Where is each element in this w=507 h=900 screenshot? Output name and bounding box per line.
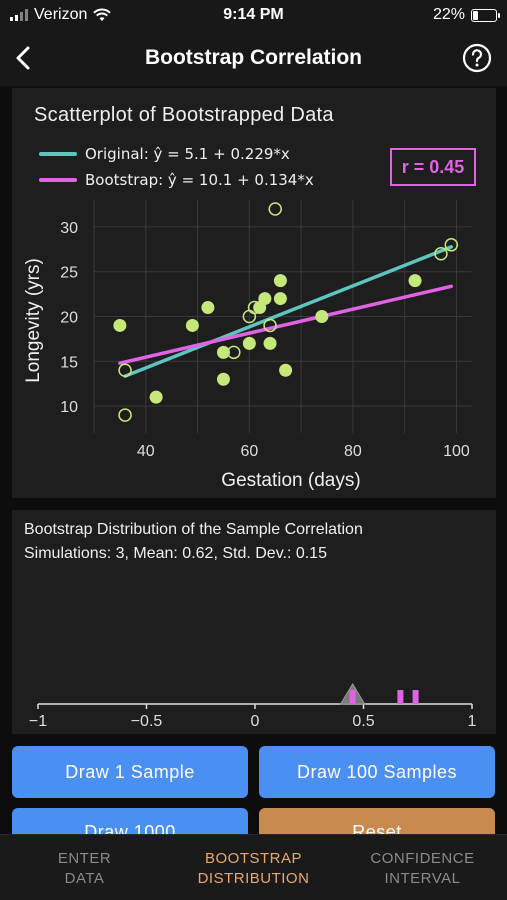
bootstrap-data-point: [216, 372, 230, 386]
status-bar: Verizon 9:14 PM 22%: [0, 0, 507, 32]
bootstrap-data-point: [185, 318, 199, 332]
original-regression-line: [123, 245, 454, 378]
tab-enter-data[interactable]: ENTER DATA: [0, 849, 169, 889]
tab-bootstrap-distribution-line2: DISTRIBUTION: [197, 870, 310, 887]
y-tick-label: 25: [60, 265, 78, 282]
x-tick-label: 40: [137, 443, 155, 460]
correlation-r-badge: r = 0.45: [390, 148, 476, 186]
y-axis-label: Longevity (yrs): [23, 258, 44, 383]
bootstrap-regression-line: [118, 284, 454, 365]
bootstrap-data-point: [315, 310, 329, 323]
distribution-title: Bootstrap Distribution of the Sample Cor…: [24, 518, 363, 566]
distribution-heading: Bootstrap Distribution of the Sample Cor…: [24, 521, 363, 538]
tab-confidence-interval-line1: CONFIDENCE: [370, 850, 475, 867]
bootstrap-data-point: [149, 390, 163, 404]
question-circle-icon: [462, 43, 492, 73]
distribution-tick-label: 0.5: [352, 713, 374, 730]
chevron-left-icon: [16, 46, 30, 70]
x-axis-label: Gestation (days): [221, 470, 360, 491]
bootstrap-data-point: [216, 345, 230, 359]
bootstrap-correlation-bar: [349, 690, 356, 704]
tab-bar: ENTER DATA BOOTSTRAP DISTRIBUTION CONFID…: [0, 834, 507, 900]
distribution-stats: Simulations: 3, Mean: 0.62, Std. Dev.: 0…: [24, 545, 327, 562]
page-title: Bootstrap Correlation: [144, 46, 362, 69]
bootstrap-data-point: [279, 363, 293, 377]
wifi-icon: [93, 8, 112, 21]
bootstrap-correlation-bar: [412, 690, 419, 704]
tab-enter-data-line1: ENTER: [57, 850, 112, 867]
y-tick-label: 10: [60, 399, 78, 416]
bootstrap-data-point: [408, 274, 422, 288]
status-time: 9:14 PM: [223, 6, 284, 23]
legend-label-original: Original: ŷ = 5.1 + 0.229*x: [85, 145, 290, 163]
back-button[interactable]: [8, 40, 44, 76]
status-left: Verizon: [10, 6, 112, 24]
distribution-chart: −1 −0.5 0 0.5 1: [29, 683, 477, 730]
draw-1-sample-button[interactable]: Draw 1 Sample: [12, 746, 248, 798]
y-tick-label: 15: [60, 354, 78, 371]
y-tick-label: 30: [60, 220, 78, 237]
battery-icon: [471, 8, 500, 22]
original-data-point: [268, 202, 282, 216]
original-data-point: [242, 309, 257, 324]
signal-icon: [10, 9, 28, 21]
battery-percent: 22%: [432, 6, 465, 23]
legend-bootstrap: Bootstrap: ŷ = 10.1 + 0.134*x: [39, 171, 314, 189]
scatterplot-title: Scatterplot of Bootstrapped Data: [34, 104, 334, 126]
distribution-card: Bootstrap Distribution of the Sample Cor…: [12, 510, 496, 734]
distribution-tick-label: −1: [29, 713, 47, 730]
legend-swatch-bootstrap: [39, 178, 77, 182]
bootstrap-data-point: [273, 292, 287, 306]
x-tick-label: 60: [240, 443, 258, 460]
tab-confidence-interval[interactable]: CONFIDENCE INTERVAL: [338, 849, 507, 889]
bootstrap-data-point: [253, 301, 267, 315]
scatterplot-card: Scatterplot of Bootstrapped Data Origina…: [12, 88, 496, 498]
bootstrap-data-point: [258, 292, 272, 306]
y-tick-label: 20: [60, 310, 78, 327]
bootstrap-data-point: [263, 336, 277, 350]
tab-bootstrap-distribution[interactable]: BOOTSTRAP DISTRIBUTION: [169, 849, 338, 889]
original-data-point: [434, 247, 448, 261]
original-data-point: [444, 238, 459, 252]
original-data-point: [118, 408, 132, 422]
battery-fill: [473, 10, 478, 20]
x-tick-label: 80: [344, 443, 362, 460]
help-button[interactable]: [461, 42, 493, 74]
bootstrap-data-point: [201, 301, 215, 315]
distribution-tick-label: 1: [468, 713, 477, 730]
carrier-label: Verizon: [34, 6, 88, 23]
original-data-point: [118, 363, 132, 378]
legend-label-bootstrap: Bootstrap: ŷ = 10.1 + 0.134*x: [85, 171, 314, 189]
tab-confidence-interval-line2: INTERVAL: [384, 870, 461, 887]
distribution-tick-label: −0.5: [131, 713, 163, 730]
status-right: 22%: [432, 6, 500, 24]
legend-swatch-original: [39, 152, 77, 156]
original-data-point: [247, 300, 262, 315]
bootstrap-correlation-bar: [397, 690, 404, 704]
bootstrap-data-point: [242, 336, 256, 350]
bootstrap-data-point: [113, 318, 127, 332]
tab-enter-data-line2: DATA: [64, 870, 105, 887]
nav-bar: Bootstrap Correlation: [0, 32, 507, 86]
tab-bootstrap-distribution-line1: BOOTSTRAP: [204, 850, 302, 867]
draw-100-samples-button[interactable]: Draw 100 Samples: [259, 746, 495, 798]
distribution-tick-label: 0: [251, 713, 260, 730]
bootstrap-data-point: [273, 274, 287, 288]
x-tick-label: 100: [443, 443, 470, 460]
legend-original: Original: ŷ = 5.1 + 0.229*x: [39, 145, 290, 163]
original-data-point: [263, 318, 277, 333]
original-data-point: [227, 345, 241, 360]
